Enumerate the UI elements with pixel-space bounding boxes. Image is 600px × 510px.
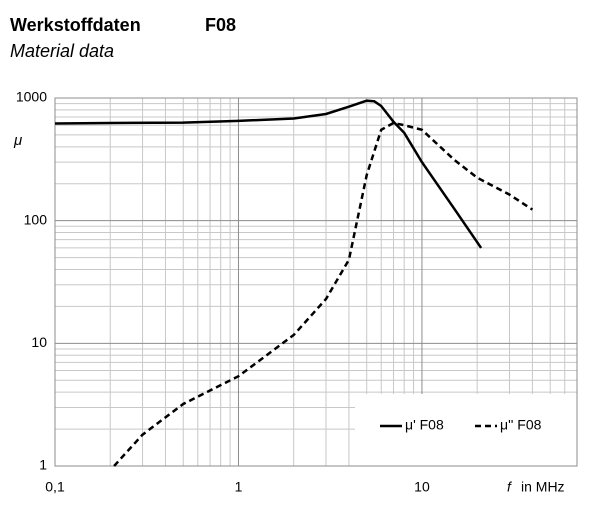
plot-frame [54,97,578,467]
x-tick-label: 10 [414,479,430,495]
data-line [113,121,534,467]
legend-label: μ'' F08 [500,417,542,433]
y-axis-label: μ [13,132,22,149]
chart-title-code: F08 [205,15,236,35]
chart-title: Werkstoffdaten [10,15,141,35]
x-tick-label: 0,1 [45,479,65,495]
legend-box [355,394,577,466]
x-tick-label: 1 [235,479,243,495]
y-tick-label: 1000 [16,89,47,105]
data-line [54,99,483,249]
x-axis-variable: f [507,479,513,495]
x-axis-label: in MHz [521,479,565,495]
y-tick-label: 100 [24,211,48,227]
chart-subtitle: Material data [10,41,114,61]
legend-label: μ' F08 [405,417,444,433]
y-tick-label: 1 [39,457,47,473]
y-tick-label: 10 [31,334,47,350]
